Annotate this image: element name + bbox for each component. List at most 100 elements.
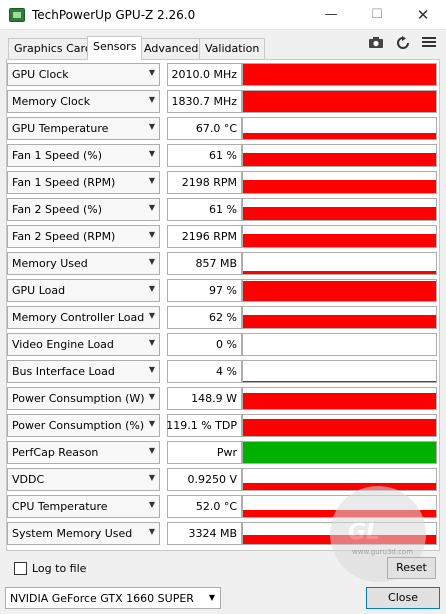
reset-button[interactable]: Reset — [387, 557, 436, 579]
sensor-graph-fill — [243, 180, 436, 193]
sensor-name-dropdown[interactable]: Bus Interface Load ▼ — [7, 360, 160, 383]
sensor-graph-fill — [243, 234, 436, 247]
sensor-value: 67.0 °C — [195, 122, 237, 135]
sensor-value: Pwr — [216, 446, 237, 459]
sensor-value: 62 % — [209, 311, 237, 324]
sensor-value-box: 2196 RPM — [167, 225, 242, 248]
sensor-graph — [242, 468, 437, 491]
tab-advanced[interactable]: Advanced — [138, 38, 205, 59]
sensor-graph-fill — [243, 419, 436, 436]
gpu-select-dropdown[interactable]: NVIDIA GeForce GTX 1660 SUPER ▼ — [5, 587, 221, 609]
sensor-graph — [242, 117, 437, 140]
log-to-file-checkbox[interactable] — [14, 562, 27, 575]
sensor-value-box: 52.0 °C — [167, 495, 242, 518]
sensor-row: PerfCap Reason ▼ Pwr — [7, 441, 437, 464]
chevron-down-icon: ▼ — [148, 419, 155, 428]
sensor-name-dropdown[interactable]: Memory Controller Load ▼ — [7, 306, 160, 329]
sensor-graph — [242, 198, 437, 221]
chevron-down-icon: ▼ — [148, 149, 155, 158]
menu-icon[interactable] — [419, 36, 439, 54]
sensor-name-label: GPU Load — [12, 284, 66, 297]
maximize-button[interactable]: ☐ — [371, 7, 383, 22]
window-title: TechPowerUp GPU-Z 2.26.0 — [32, 8, 196, 22]
sensor-value-box: 0.9250 V — [167, 468, 242, 491]
sensor-graph — [242, 252, 437, 275]
sensor-graph-fill — [243, 271, 436, 274]
sensor-value-box: 67.0 °C — [167, 117, 242, 140]
sensor-row: Fan 2 Speed (%) ▼ 61 % — [7, 198, 437, 221]
sensor-name-label: Fan 1 Speed (%) — [12, 149, 103, 162]
sensor-name-label: Memory Clock — [12, 95, 91, 108]
chevron-down-icon: ▼ — [148, 500, 155, 509]
sensor-value-box: 119.1 % TDP — [166, 414, 242, 437]
sensor-name-label: GPU Clock — [12, 68, 69, 81]
sensor-value: 52.0 °C — [195, 500, 237, 513]
sensor-name-dropdown[interactable]: CPU Temperature ▼ — [7, 495, 160, 518]
sensor-row: GPU Load ▼ 97 % — [7, 279, 437, 302]
sensor-value-box: 2198 RPM — [167, 171, 242, 194]
sensor-value-box: 0 % — [167, 333, 242, 356]
sensor-value-box: 61 % — [167, 144, 242, 167]
sensor-graph — [242, 387, 437, 410]
watermark-site: www.guru3d.com — [352, 548, 414, 556]
sensor-row: Bus Interface Load ▼ 4 % — [7, 360, 437, 383]
camera-icon[interactable] — [366, 36, 386, 54]
chevron-down-icon: ▼ — [148, 473, 155, 482]
tab-validation[interactable]: Validation — [199, 38, 266, 59]
sensor-name-dropdown[interactable]: Fan 1 Speed (RPM) ▼ — [7, 171, 160, 194]
sensor-name-dropdown[interactable]: System Memory Used ▼ — [7, 522, 160, 545]
minimize-button[interactable]: — — [324, 7, 338, 22]
sensor-row: VDDC ▼ 0.9250 V — [7, 468, 437, 491]
sensor-name-label: Power Consumption (%) — [12, 419, 145, 432]
title-bar: TechPowerUp GPU-Z 2.26.0 — ☐ ✕ — [0, 0, 446, 30]
chevron-down-icon: ▼ — [148, 338, 155, 347]
chevron-down-icon: ▼ — [148, 527, 155, 536]
sensor-value: 2198 RPM — [181, 176, 237, 189]
sensor-graph-fill — [243, 393, 436, 409]
sensor-value: 2196 RPM — [181, 230, 237, 243]
sensor-value: 119.1 % TDP — [166, 419, 237, 432]
sensor-name-label: PerfCap Reason — [12, 446, 99, 459]
sensor-row: GPU Clock ▼ 2010.0 MHz — [7, 63, 437, 86]
sensor-name-dropdown[interactable]: GPU Temperature ▼ — [7, 117, 160, 140]
sensor-name-dropdown[interactable]: Fan 1 Speed (%) ▼ — [7, 144, 160, 167]
sensor-graph — [242, 333, 437, 356]
sensor-row: Memory Used ▼ 857 MB — [7, 252, 437, 275]
sensor-name-dropdown[interactable]: Video Engine Load ▼ — [7, 333, 160, 356]
sensor-value-box: 3324 MB — [167, 522, 242, 545]
refresh-icon[interactable] — [393, 36, 413, 54]
sensor-row: Memory Clock ▼ 1830.7 MHz — [7, 90, 437, 113]
sensor-row: Power Consumption (W) ▼ 148.9 W — [7, 387, 437, 410]
sensor-name-dropdown[interactable]: VDDC ▼ — [7, 468, 160, 491]
sensor-name-dropdown[interactable]: GPU Clock ▼ — [7, 63, 160, 86]
sensor-value-box: Pwr — [167, 441, 242, 464]
chevron-down-icon: ▼ — [148, 203, 155, 212]
close-window-button[interactable]: ✕ — [416, 6, 430, 24]
sensor-row: GPU Temperature ▼ 67.0 °C — [7, 117, 437, 140]
sensor-graph-fill — [243, 153, 436, 166]
gpu-select-value: NVIDIA GeForce GTX 1660 SUPER — [10, 592, 194, 605]
sensor-graph-fill — [243, 442, 436, 463]
sensor-name-dropdown[interactable]: Power Consumption (W) ▼ — [7, 387, 160, 410]
sensor-name-dropdown[interactable]: Memory Used ▼ — [7, 252, 160, 275]
chevron-down-icon: ▼ — [148, 392, 155, 401]
sensor-name-dropdown[interactable]: Power Consumption (%) ▼ — [7, 414, 160, 437]
sensor-value-box: 148.9 W — [167, 387, 242, 410]
gpu-z-app-icon — [9, 8, 25, 22]
sensor-graph — [242, 144, 437, 167]
tab-sensors[interactable]: Sensors — [87, 36, 143, 60]
sensor-graph-fill — [243, 91, 436, 112]
sensor-value: 148.9 W — [191, 392, 237, 405]
sensor-name-dropdown[interactable]: GPU Load ▼ — [7, 279, 160, 302]
sensor-value: 61 % — [209, 203, 237, 216]
sensor-name-dropdown[interactable]: Fan 2 Speed (RPM) ▼ — [7, 225, 160, 248]
sensor-value-box: 2010.0 MHz — [167, 63, 242, 86]
sensor-name-dropdown[interactable]: Fan 2 Speed (%) ▼ — [7, 198, 160, 221]
close-button[interactable]: Close — [366, 587, 440, 609]
sensor-name-label: Bus Interface Load — [12, 365, 115, 378]
sensor-name-dropdown[interactable]: Memory Clock ▼ — [7, 90, 160, 113]
sensor-name-dropdown[interactable]: PerfCap Reason ▼ — [7, 441, 160, 464]
sensor-value: 61 % — [209, 149, 237, 162]
tab-graphics-card[interactable]: Graphics Card — [8, 38, 98, 59]
sensor-value: 857 MB — [195, 257, 237, 270]
